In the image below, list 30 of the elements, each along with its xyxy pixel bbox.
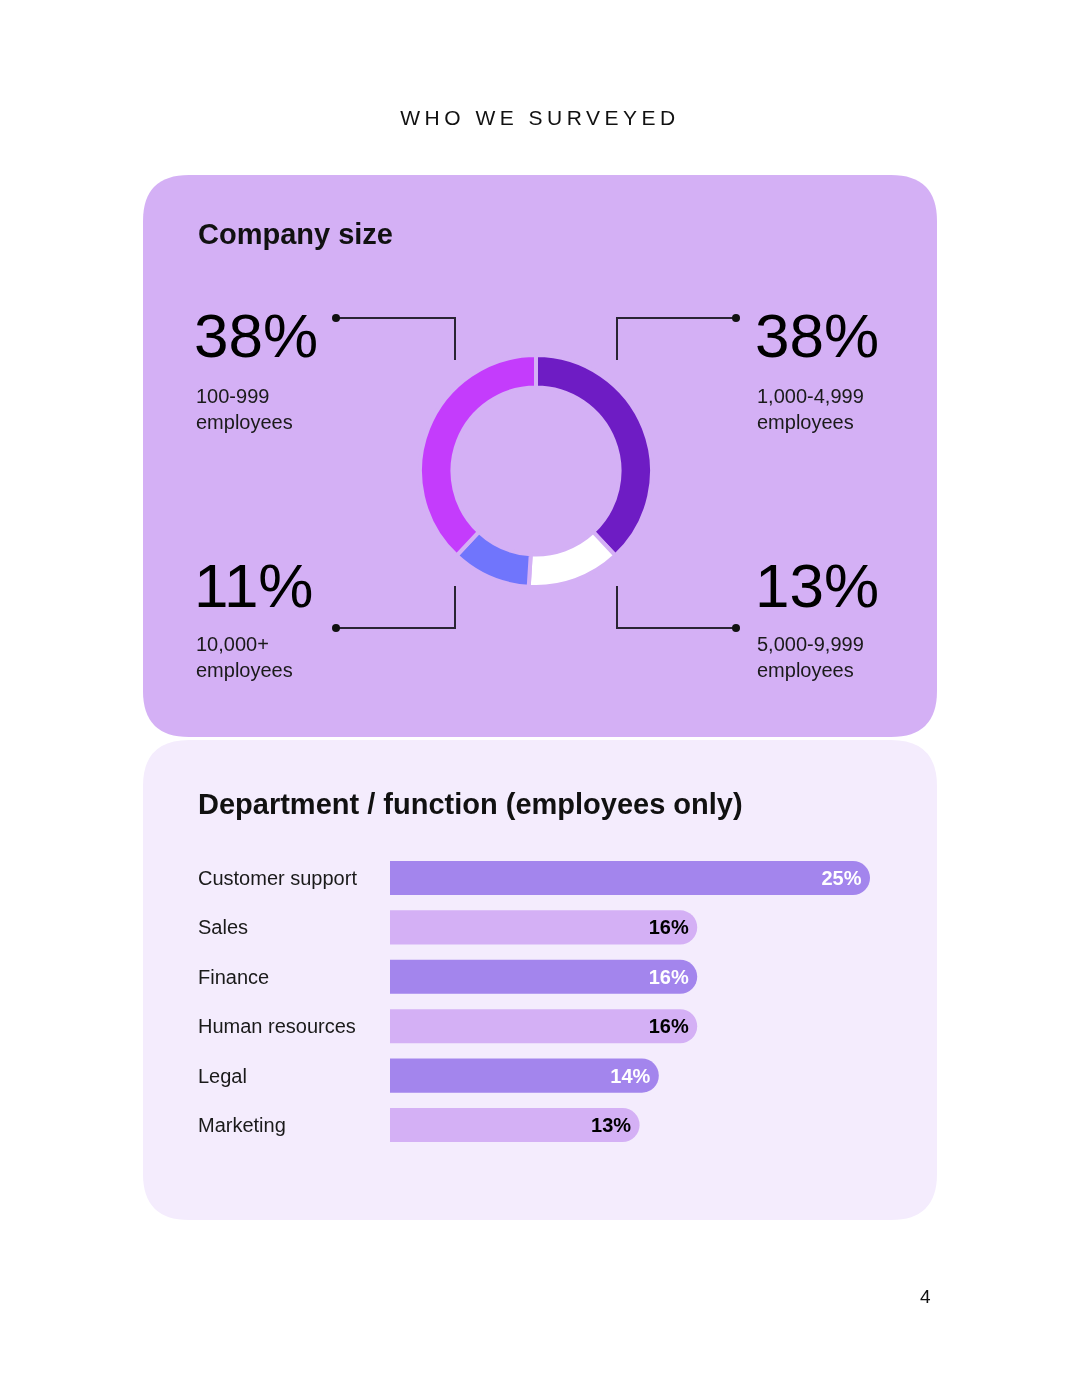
y-tick-label: Finance [198,966,270,988]
data-label: 14% [610,1064,651,1087]
y-tick-label: Sales [198,916,249,938]
data-label: 16% [648,1015,689,1038]
bar [390,860,870,896]
bar [390,1058,659,1093]
data-label: 38% [755,301,880,370]
data-label: 16% [648,965,689,988]
data-label: 11% [194,551,314,620]
data-label: 25% [821,867,862,889]
slice-label: 10,000+ employees [196,633,293,681]
bar [390,910,698,945]
bar [390,1107,640,1143]
bar [390,1009,698,1044]
data-label: 38% [194,301,319,370]
bar [390,959,698,994]
slice-label: 1,000-4,999 employees [757,385,864,433]
y-tick-label: Legal [198,1065,247,1087]
data-label: 13% [591,1114,632,1136]
data-label: 13% [755,551,880,620]
text: 4 [920,1286,931,1307]
chart-title: Department / function (employees only) [198,788,743,820]
data-label: 16% [648,916,689,939]
y-tick-label: Human resources [198,1015,356,1037]
y-tick-label: Marketing [198,1114,286,1136]
chart-subtitle: Company size [198,218,393,250]
slice-label: 5,000-9,999 employees [757,633,864,681]
y-tick-label: Customer support [198,867,358,889]
slice-label: 100-999 employees [196,385,293,433]
chart-title: WHO WE SURVEYED [400,106,680,130]
